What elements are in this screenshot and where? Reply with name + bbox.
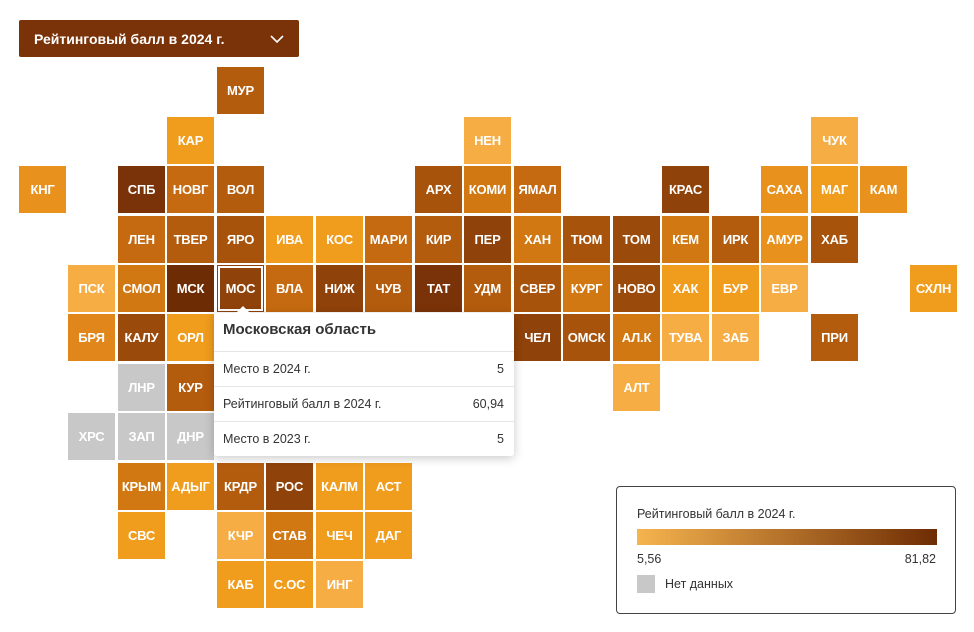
legend-min-value: 5,56 bbox=[637, 552, 662, 566]
region-tile[interactable]: СПБ bbox=[118, 166, 165, 213]
region-tile[interactable]: БУР bbox=[712, 265, 759, 312]
region-tile[interactable]: ТЮМ bbox=[563, 216, 610, 263]
chevron-down-icon bbox=[270, 34, 284, 43]
region-tile[interactable]: ДАГ bbox=[365, 512, 412, 559]
region-tile[interactable]: КАЛМ bbox=[316, 463, 363, 510]
region-tile[interactable]: ЕВР bbox=[761, 265, 808, 312]
tooltip-pointer bbox=[236, 306, 250, 313]
region-tile[interactable]: НЕН bbox=[464, 117, 511, 164]
tooltip-row-value: 60,94 bbox=[472, 396, 504, 411]
region-tile[interactable]: С.ОС bbox=[266, 561, 313, 608]
region-tile[interactable]: ОМСК bbox=[563, 314, 610, 361]
region-tile[interactable]: ДНР bbox=[167, 413, 214, 460]
region-tile[interactable]: ТВЕР bbox=[167, 216, 214, 263]
region-tile[interactable]: МАРИ bbox=[365, 216, 412, 263]
region-tile[interactable]: ХАН bbox=[514, 216, 561, 263]
legend-nodata-swatch bbox=[637, 575, 655, 593]
region-tile[interactable]: ЛЕН bbox=[118, 216, 165, 263]
region-tile[interactable]: ЧУК bbox=[811, 117, 858, 164]
region-tile[interactable]: АСТ bbox=[365, 463, 412, 510]
legend-color-scale bbox=[637, 529, 937, 545]
region-tooltip: Московская область Место в 2024 г. 5 Рей… bbox=[214, 306, 514, 456]
legend-title: Рейтинговый балл в 2024 г. bbox=[637, 507, 796, 521]
legend-max-value: 81,82 bbox=[904, 552, 936, 566]
region-tile[interactable]: КИР bbox=[415, 216, 462, 263]
region-tile[interactable]: КАМ bbox=[860, 166, 907, 213]
region-tile[interactable]: САХА bbox=[761, 166, 808, 213]
region-tile[interactable]: ИНГ bbox=[316, 561, 363, 608]
region-tile[interactable]: СВЕР bbox=[514, 265, 561, 312]
region-tile[interactable]: ТУВА bbox=[662, 314, 709, 361]
region-tile[interactable]: ОРЛ bbox=[167, 314, 214, 361]
region-tile[interactable]: КАР bbox=[167, 117, 214, 164]
region-tile[interactable]: ПРИ bbox=[811, 314, 858, 361]
tooltip-row-value: 5 bbox=[497, 431, 504, 446]
region-tile[interactable]: ЧЕЧ bbox=[316, 512, 363, 559]
region-tile[interactable]: ИВА bbox=[266, 216, 313, 263]
region-tile[interactable]: АЛТ bbox=[613, 364, 660, 411]
tooltip-row-label: Место в 2023 г. bbox=[223, 431, 311, 446]
indicator-dropdown[interactable]: Рейтинговый балл в 2024 г. bbox=[19, 20, 299, 57]
region-tile[interactable]: ТАТ bbox=[415, 265, 462, 312]
region-tile[interactable]: АМУР bbox=[761, 216, 808, 263]
region-tile[interactable]: АРХ bbox=[415, 166, 462, 213]
region-tile[interactable]: ВЛА bbox=[266, 265, 313, 312]
tooltip-row-label: Рейтинговый балл в 2024 г. bbox=[223, 396, 382, 411]
region-tile[interactable]: КУР bbox=[167, 364, 214, 411]
region-tile[interactable]: МУР bbox=[217, 67, 264, 114]
region-tile[interactable]: СТАВ bbox=[266, 512, 313, 559]
region-tile[interactable]: ИРК bbox=[712, 216, 759, 263]
region-tile[interactable]: КАБ bbox=[217, 561, 264, 608]
legend: Рейтинговый балл в 2024 г. 5,56 81,82 Не… bbox=[616, 486, 956, 614]
region-tile[interactable]: СХЛН bbox=[910, 265, 957, 312]
region-tile[interactable]: ЧЕЛ bbox=[514, 314, 561, 361]
dropdown-label: Рейтинговый балл в 2024 г. bbox=[34, 30, 225, 47]
region-tile[interactable]: КУРГ bbox=[563, 265, 610, 312]
region-tile[interactable]: НИЖ bbox=[316, 265, 363, 312]
region-tile[interactable]: МОС bbox=[217, 265, 264, 312]
region-tile[interactable]: ХАБ bbox=[811, 216, 858, 263]
region-tile[interactable]: КОМИ bbox=[464, 166, 511, 213]
region-tile[interactable]: КРДР bbox=[217, 463, 264, 510]
tooltip-row-value: 5 bbox=[497, 361, 504, 376]
region-tile[interactable]: ХРС bbox=[68, 413, 115, 460]
region-tile[interactable]: ЛНР bbox=[118, 364, 165, 411]
region-tile[interactable]: КЕМ bbox=[662, 216, 709, 263]
region-tile[interactable]: КНГ bbox=[19, 166, 66, 213]
region-tile[interactable]: РОС bbox=[266, 463, 313, 510]
region-tile[interactable]: ЯМАЛ bbox=[514, 166, 561, 213]
tooltip-row: Место в 2024 г. 5 bbox=[214, 351, 514, 385]
tooltip-row: Рейтинговый балл в 2024 г. 60,94 bbox=[214, 386, 514, 420]
region-tile[interactable]: КЧР bbox=[217, 512, 264, 559]
region-tile[interactable]: КАЛУ bbox=[118, 314, 165, 361]
region-tile[interactable]: ПЕР bbox=[464, 216, 511, 263]
region-tile[interactable]: МСК bbox=[167, 265, 214, 312]
region-tile[interactable]: КРАС bbox=[662, 166, 709, 213]
region-tile[interactable]: МАГ bbox=[811, 166, 858, 213]
region-tile[interactable]: СМОЛ bbox=[118, 265, 165, 312]
region-tile[interactable]: НОВГ bbox=[167, 166, 214, 213]
region-tile[interactable]: ВОЛ bbox=[217, 166, 264, 213]
tooltip-row-label: Место в 2024 г. bbox=[223, 361, 311, 376]
region-tile[interactable]: ЗАБ bbox=[712, 314, 759, 361]
region-tile[interactable]: ЯРО bbox=[217, 216, 264, 263]
legend-nodata-label: Нет данных bbox=[665, 577, 734, 591]
region-tile[interactable]: БРЯ bbox=[68, 314, 115, 361]
region-tile[interactable]: ЗАП bbox=[118, 413, 165, 460]
region-tile[interactable]: КОС bbox=[316, 216, 363, 263]
region-tile[interactable]: ТОМ bbox=[613, 216, 660, 263]
region-tile[interactable]: АЛ.К bbox=[613, 314, 660, 361]
region-tile[interactable]: УДМ bbox=[464, 265, 511, 312]
region-tile[interactable]: ПСК bbox=[68, 265, 115, 312]
region-tile[interactable]: АДЫГ bbox=[167, 463, 214, 510]
region-tile[interactable]: КРЫМ bbox=[118, 463, 165, 510]
region-tile[interactable]: ЧУВ bbox=[365, 265, 412, 312]
region-tile[interactable]: СВС bbox=[118, 512, 165, 559]
region-tile[interactable]: НОВО bbox=[613, 265, 660, 312]
tooltip-row: Место в 2023 г. 5 bbox=[214, 421, 514, 455]
region-tile[interactable]: ХАК bbox=[662, 265, 709, 312]
tooltip-title: Московская область bbox=[223, 321, 377, 338]
